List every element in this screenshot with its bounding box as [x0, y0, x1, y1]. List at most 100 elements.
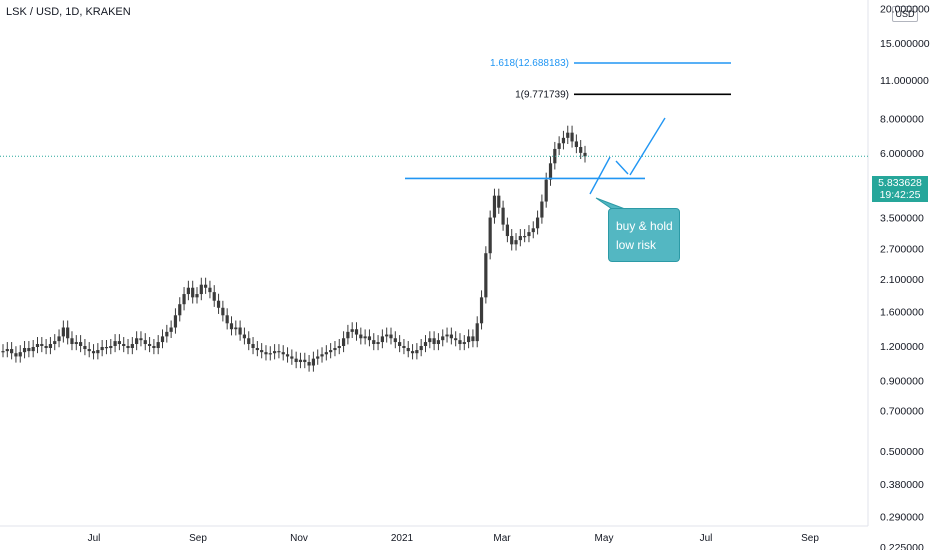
y-tick-label: 0.700000 [880, 406, 924, 418]
candle-body [419, 346, 423, 351]
candle-body [251, 344, 255, 349]
candle-body [273, 351, 277, 354]
candle-body [225, 315, 229, 324]
candle-body [135, 338, 139, 345]
x-tick-label: 2021 [391, 533, 414, 544]
candle-body [497, 195, 501, 208]
candle-body [501, 207, 505, 225]
candle-body [337, 346, 341, 349]
projection-leg-2[interactable] [615, 160, 629, 175]
candle-body [31, 347, 35, 352]
y-tick-label: 1.200000 [880, 341, 924, 353]
candle-body [471, 336, 475, 342]
candle-body [527, 232, 531, 237]
candle-body [212, 292, 216, 301]
candle-body [61, 327, 65, 337]
y-tick-label: 6.000000 [880, 148, 924, 160]
candle-body [557, 143, 561, 149]
candle-body [74, 342, 78, 345]
candle-body [208, 287, 212, 293]
candle-body [191, 287, 195, 298]
candle-body [182, 294, 186, 305]
candle-body [221, 307, 225, 316]
candle-body [104, 347, 109, 349]
y-tick-label: 0.225000 [880, 542, 924, 550]
candle-body [156, 342, 160, 349]
y-tick-label: 1.600000 [880, 306, 924, 318]
candle-body [514, 240, 518, 245]
x-tick-label: Sep [189, 533, 207, 544]
candle-body [320, 354, 324, 357]
candle-body [540, 201, 544, 218]
y-tick-label: 20.000000 [880, 3, 930, 15]
candle-body [294, 358, 298, 363]
candle-body [492, 195, 497, 218]
candle-body [333, 348, 337, 351]
candle-body [91, 351, 96, 354]
x-tick-label: Mar [493, 533, 511, 544]
candle-body [79, 342, 83, 346]
candle-body [350, 329, 354, 332]
candle-body [27, 348, 31, 352]
candle-body [1, 351, 5, 353]
candle-body [186, 287, 190, 295]
last-price-value: 5.833628 [878, 177, 922, 189]
candle-body [247, 338, 251, 345]
candle-body [385, 334, 389, 337]
candle-body [544, 179, 548, 202]
candle-body [449, 334, 453, 339]
candle-body [436, 340, 441, 345]
candle-body [505, 224, 509, 237]
candle-body [454, 338, 458, 341]
candle-body [264, 352, 268, 355]
candle-body [548, 163, 553, 180]
candle-body [100, 347, 104, 351]
candle-body [484, 253, 488, 298]
y-tick-label: 2.700000 [880, 244, 924, 256]
buy-hold-callout[interactable]: buy & hold low risk [608, 208, 680, 262]
candle-body [277, 351, 281, 353]
candle-body [35, 344, 40, 348]
candle-body [229, 323, 234, 330]
candle-body [410, 351, 415, 354]
candle-body [566, 132, 570, 138]
candle-body [152, 346, 156, 349]
x-tick-label: Jul [700, 533, 713, 544]
candle-body [372, 340, 376, 345]
candle-body [83, 346, 87, 350]
candle-body [122, 344, 126, 346]
candle-body [475, 323, 479, 342]
y-tick-label: 11.000000 [880, 75, 929, 87]
candle-body [87, 349, 91, 352]
last-price-badge: 5.833628 19:42:25 [872, 176, 928, 202]
candle-body [126, 346, 130, 349]
candle-body [40, 344, 44, 346]
candle-body [5, 349, 9, 352]
candle-body [329, 350, 333, 353]
candle-body [359, 334, 363, 339]
candle-body [445, 334, 449, 337]
projection-leg-3[interactable] [629, 117, 666, 176]
candle-body [255, 348, 259, 351]
candle-body [389, 334, 393, 339]
candle-body [169, 327, 173, 332]
candle-body [367, 336, 372, 341]
candle-body [393, 338, 397, 343]
y-tick-label: 8.000000 [880, 113, 924, 125]
y-tick-label: 0.500000 [880, 446, 924, 458]
candle-body [324, 352, 328, 355]
currency-badge[interactable]: USD [892, 6, 918, 22]
candle-body [423, 342, 428, 346]
candle-body [178, 304, 182, 316]
candle-body [216, 300, 221, 308]
projection-leg-1[interactable] [589, 156, 611, 195]
candle-body [147, 344, 152, 346]
candle-body [234, 327, 238, 330]
y-tick-label: 0.900000 [880, 376, 924, 388]
candle-body [238, 327, 242, 335]
candle-body [139, 338, 143, 341]
candle-body [307, 362, 311, 366]
candle-body [311, 358, 315, 366]
candle-body [380, 336, 384, 343]
